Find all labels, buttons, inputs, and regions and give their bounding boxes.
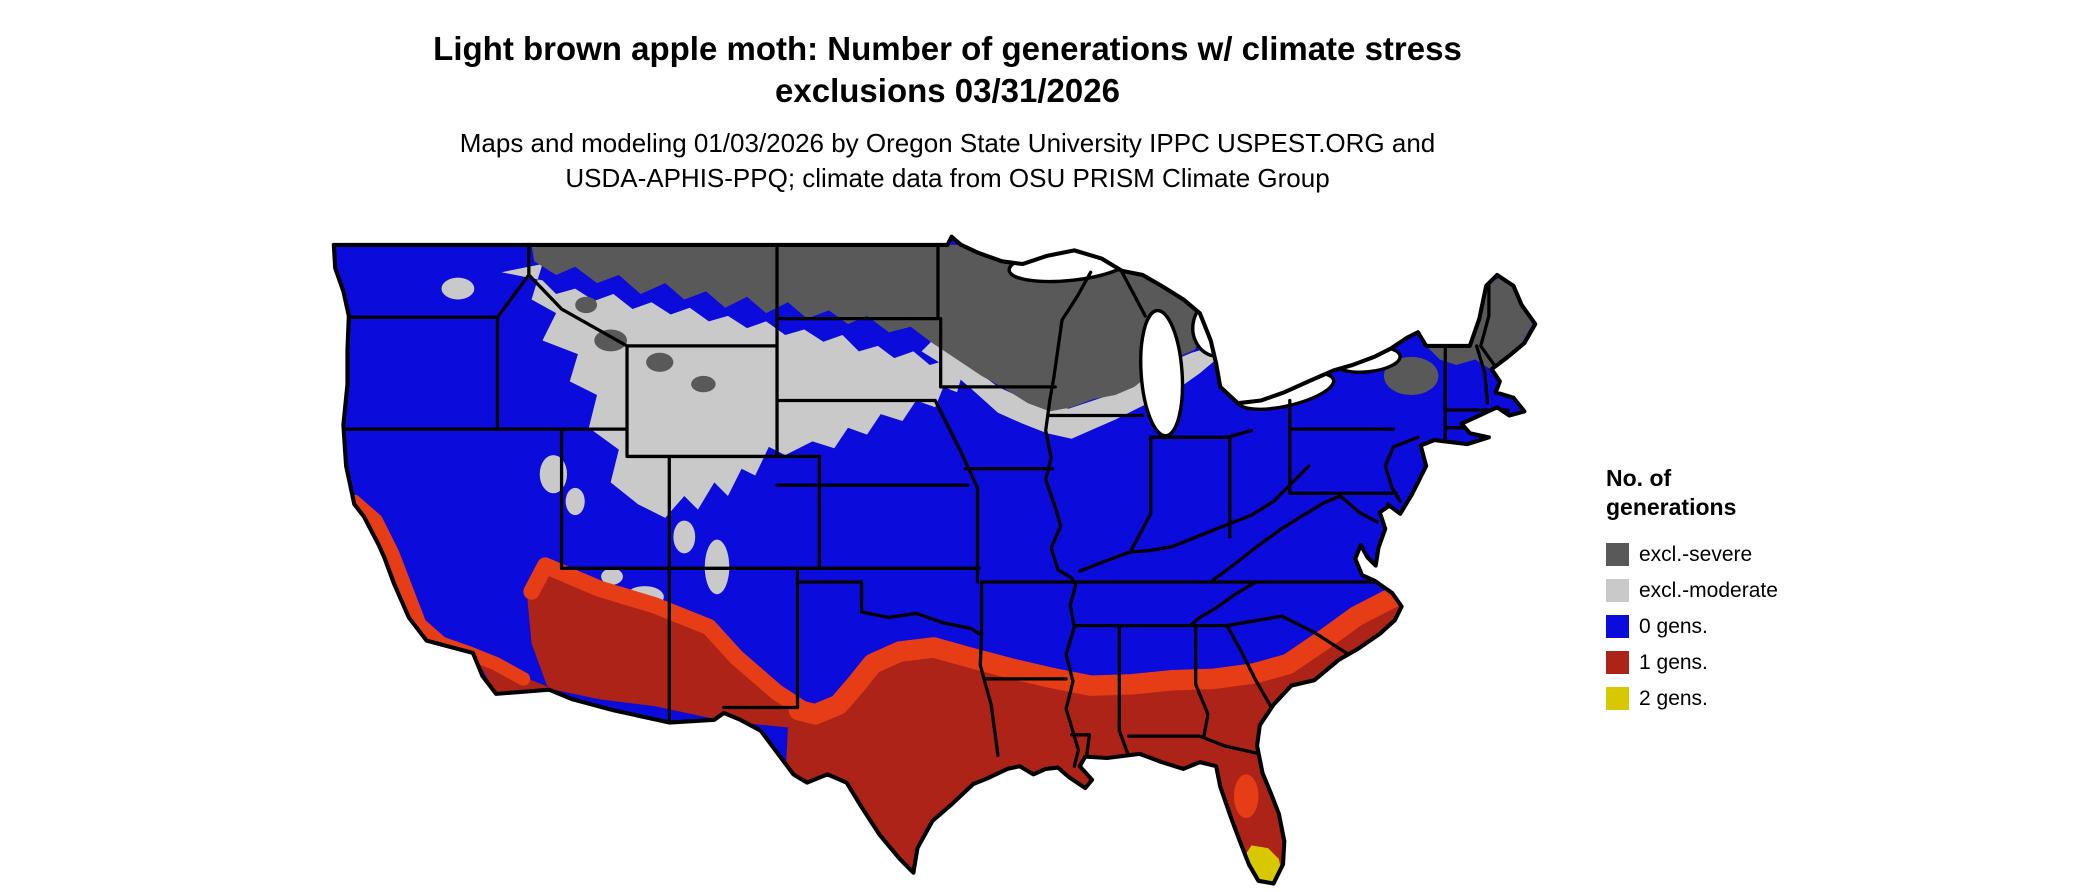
us-generations-map [327, 234, 1568, 889]
map-subtitle-line2: USDA-APHIS-PPQ; climate data from OSU PR… [565, 163, 1330, 193]
legend-item-one: 1 gens. [1606, 644, 1836, 680]
legend-swatch-severe [1606, 542, 1629, 566]
legend-item-zero: 0 gens. [1606, 608, 1836, 644]
state-boundaries [333, 243, 1510, 768]
legend-item-severe: excl.-severe [1606, 536, 1836, 572]
zone-moderate-west [501, 264, 963, 518]
zone-moderate-ne-nv2 [565, 487, 585, 516]
zone-severe-mt3 [691, 375, 716, 393]
map-subtitle-line1: Maps and modeling 01/03/2026 by Oregon S… [459, 128, 1436, 158]
zone-one-gen-southwest [527, 565, 808, 728]
legend-title: No. of generations [1606, 464, 1836, 522]
legend: No. of generations excl.-severe excl.-mod… [1606, 464, 1836, 716]
zone-one-gen-edge-california [347, 494, 531, 686]
zone-severe-mt1 [594, 329, 628, 352]
map-title: Light brown apple moth: Number of genera… [327, 28, 1568, 112]
zone-severe-mt2 [646, 352, 674, 372]
us-outline [331, 234, 1538, 886]
legend-label-zero: 0 gens. [1639, 614, 1708, 638]
legend-swatch-zero [1606, 614, 1629, 638]
zone-moderate-n-az2 [601, 568, 623, 585]
zone-severe-north [531, 244, 1219, 412]
legend-title-line1: No. of [1606, 465, 1672, 491]
legend-label-severe: excl.-severe [1639, 542, 1753, 566]
legend-items: excl.-severe excl.-moderate 0 gens. 1 gens.… [1606, 536, 1836, 716]
zone-one-gen-edge-florida [1233, 774, 1259, 819]
legend-label-two: 2 gens. [1639, 686, 1708, 710]
legend-item-two: 2 gens. [1606, 680, 1836, 716]
zone-moderate-co-rockies2 [673, 520, 696, 554]
legend-swatch-one [1606, 650, 1629, 674]
us-map-svg [331, 234, 1538, 886]
zone-moderate-ne-wa [441, 277, 475, 300]
map-subtitle: Maps and modeling 01/03/2026 by Oregon S… [327, 126, 1568, 196]
legend-label-moderate: excl.-moderate [1639, 578, 1778, 602]
legend-title-line2: generations [1606, 494, 1737, 520]
zone-severe-adirondacks [1383, 356, 1439, 396]
legend-label-one: 1 gens. [1639, 650, 1708, 674]
map-fill-layers [333, 236, 1536, 884]
map-title-line1: Light brown apple moth: Number of genera… [433, 30, 1462, 67]
legend-swatch-moderate [1606, 578, 1629, 602]
legend-swatch-two [1606, 686, 1629, 710]
map-title-line2: exclusions 03/31/2026 [775, 72, 1120, 109]
legend-item-moderate: excl.-moderate [1606, 572, 1836, 608]
zone-severe-mt4 [575, 296, 598, 314]
zone-one-gen-edge-southwest [523, 557, 813, 719]
